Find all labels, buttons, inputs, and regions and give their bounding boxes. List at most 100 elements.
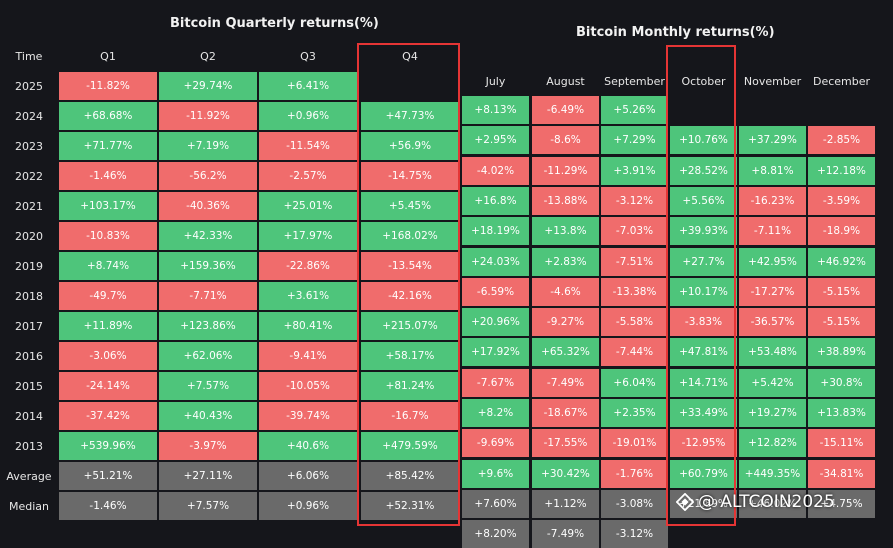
monthly-cell: -16.23% xyxy=(739,187,806,215)
monthly-cell: -34.81% xyxy=(808,460,875,488)
monthly-cell xyxy=(739,520,806,548)
quarterly-cell: +51.21% xyxy=(59,462,157,490)
quarterly-cell: -2.57% xyxy=(259,162,357,190)
quarterly-cell: +52.31% xyxy=(361,492,459,520)
quarterly-cell: -11.82% xyxy=(59,72,157,100)
quarter-header: Q4 xyxy=(402,49,418,63)
row-label: 2021 xyxy=(15,199,43,213)
quarterly-cell: +81.24% xyxy=(361,372,459,400)
monthly-cell: -7.44% xyxy=(601,338,668,366)
quarterly-cell: -3.97% xyxy=(159,432,257,460)
monthly-cell: -6.49% xyxy=(532,96,599,124)
monthly-cell: +46.92% xyxy=(808,248,875,276)
monthly-cell: -18.9% xyxy=(808,217,875,245)
row-label: 2016 xyxy=(15,349,43,363)
monthly-cell xyxy=(739,96,806,124)
monthly-cell xyxy=(808,96,875,124)
monthly-cell: -12.95% xyxy=(670,429,737,457)
monthly-cell: +13.8% xyxy=(532,217,599,245)
quarterly-cell: -3.06% xyxy=(59,342,157,370)
quarterly-cell: +27.11% xyxy=(159,462,257,490)
monthly-cell: +13.83% xyxy=(808,399,875,427)
monthly-cell: -18.67% xyxy=(532,399,599,427)
quarterly-cell: -42.16% xyxy=(361,282,459,310)
monthly-cell: +46.02% xyxy=(739,490,806,518)
monthly-cell: +28.52% xyxy=(670,157,737,185)
monthly-cell: +24.03% xyxy=(462,248,529,276)
monthly-cell: +8.20% xyxy=(462,520,529,548)
row-label: 2023 xyxy=(15,139,43,153)
quarterly-cell: -56.2% xyxy=(159,162,257,190)
monthly-cell: +30.42% xyxy=(532,460,599,488)
watermark-text: @ ALTCOIN2025 xyxy=(698,492,835,512)
quarter-header: Q2 xyxy=(200,49,216,63)
quarterly-cell: -40.36% xyxy=(159,192,257,220)
quarterly-cell: -9.41% xyxy=(259,342,357,370)
monthly-cell: +27.7% xyxy=(670,248,737,276)
monthly-cell: -5.15% xyxy=(808,278,875,306)
monthly-cell: +7.60% xyxy=(462,490,529,518)
quarterly-cell: +29.74% xyxy=(159,72,257,100)
monthly-cell: -17.27% xyxy=(739,278,806,306)
monthly-cell: -19.01% xyxy=(601,429,668,457)
quarterly-cell: -1.46% xyxy=(59,162,157,190)
monthly-cell: -3.12% xyxy=(601,187,668,215)
row-label: Average xyxy=(6,469,52,483)
quarterly-cell: +25.01% xyxy=(259,192,357,220)
quarterly-cell: +11.89% xyxy=(59,312,157,340)
monthly-cell: +12.82% xyxy=(739,429,806,457)
monthly-cell: -11.29% xyxy=(532,157,599,185)
quarterly-cell: +6.41% xyxy=(259,72,357,100)
quarterly-cell: +68.68% xyxy=(59,102,157,130)
monthly-cell: +42.95% xyxy=(739,248,806,276)
row-label: 2017 xyxy=(15,319,43,333)
monthly-cell: -17.55% xyxy=(532,429,599,457)
quarterly-cell: +0.96% xyxy=(259,102,357,130)
quarterly-cell: +17.97% xyxy=(259,222,357,250)
monthly-cell: -5.58% xyxy=(601,308,668,336)
monthly-cell: -3.83% xyxy=(670,308,737,336)
row-label: 2013 xyxy=(15,439,43,453)
monthly-cell xyxy=(670,520,737,548)
quarterly-cell: -11.92% xyxy=(159,102,257,130)
monthly-cell: +8.13% xyxy=(462,96,529,124)
quarterly-cell: -10.05% xyxy=(259,372,357,400)
monthly-cell: +5.56% xyxy=(670,187,737,215)
quarterly-cell: -1.46% xyxy=(59,492,157,520)
row-label: Median xyxy=(8,499,49,513)
monthly-cell: -2.85% xyxy=(808,126,875,154)
monthly-cell: -5.15% xyxy=(808,308,875,336)
diamond-logo-icon xyxy=(676,493,694,511)
monthly-title: Bitcoin Monthly returns(%) xyxy=(576,25,775,40)
monthly-cell: +1.12% xyxy=(532,490,599,518)
monthly-cell: -4.6% xyxy=(532,278,599,306)
monthly-cell xyxy=(670,96,737,124)
quarterly-cell: -49.7% xyxy=(59,282,157,310)
quarterly-cell: +5.45% xyxy=(361,192,459,220)
monthly-cell: -13.88% xyxy=(532,187,599,215)
monthly-cell: +14.71% xyxy=(670,369,737,397)
quarterly-cell: +0.96% xyxy=(259,492,357,520)
quarterly-cell: +8.74% xyxy=(59,252,157,280)
quarterly-cell: -22.86% xyxy=(259,252,357,280)
quarterly-cell: +539.96% xyxy=(59,432,157,460)
row-label: 2018 xyxy=(15,289,43,303)
quarterly-cell: -13.54% xyxy=(361,252,459,280)
quarterly-cell: -11.54% xyxy=(259,132,357,160)
monthly-cell: -3.08% xyxy=(601,490,668,518)
quarterly-cell: -39.74% xyxy=(259,402,357,430)
quarterly-cell: +168.02% xyxy=(361,222,459,250)
quarterly-cell: +71.77% xyxy=(59,132,157,160)
quarterly-cell: +6.06% xyxy=(259,462,357,490)
monthly-cell: +17.92% xyxy=(462,338,529,366)
quarterly-cell: +47.73% xyxy=(361,102,459,130)
monthly-cell: +8.81% xyxy=(739,157,806,185)
monthly-cell: +38.89% xyxy=(808,338,875,366)
monthly-cell: +47.81% xyxy=(670,338,737,366)
monthly-cell: +18.19% xyxy=(462,217,529,245)
quarterly-cell: +40.6% xyxy=(259,432,357,460)
quarterly-cell: +62.06% xyxy=(159,342,257,370)
monthly-cell: -7.67% xyxy=(462,369,529,397)
quarterly-cell: -16.7% xyxy=(361,402,459,430)
monthly-cell: +2.95% xyxy=(462,126,529,154)
